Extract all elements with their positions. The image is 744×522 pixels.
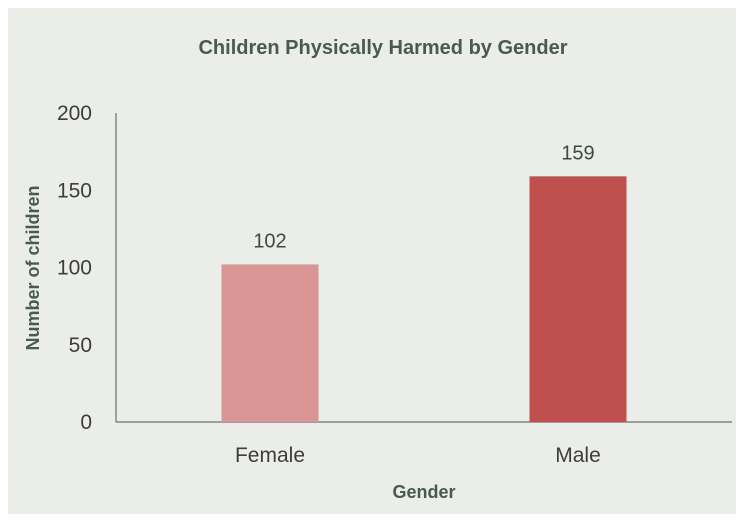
- data-label: 159: [561, 142, 594, 164]
- y-axis-title: Number of children: [23, 185, 43, 350]
- y-tick-label: 50: [69, 334, 92, 357]
- x-tick-label: Male: [555, 444, 601, 467]
- y-tick-label: 0: [80, 411, 92, 434]
- x-tick-label: Female: [235, 444, 305, 467]
- y-tick-label: 100: [57, 257, 92, 280]
- chart-title: Children Physically Harmed by Gender: [198, 37, 567, 59]
- x-axis-title: Gender: [392, 482, 455, 502]
- bar-male: [529, 176, 627, 422]
- y-tick-label: 200: [57, 102, 92, 125]
- data-label: 102: [253, 230, 286, 252]
- bar-female: [221, 264, 319, 422]
- y-tick-label: 150: [57, 179, 92, 202]
